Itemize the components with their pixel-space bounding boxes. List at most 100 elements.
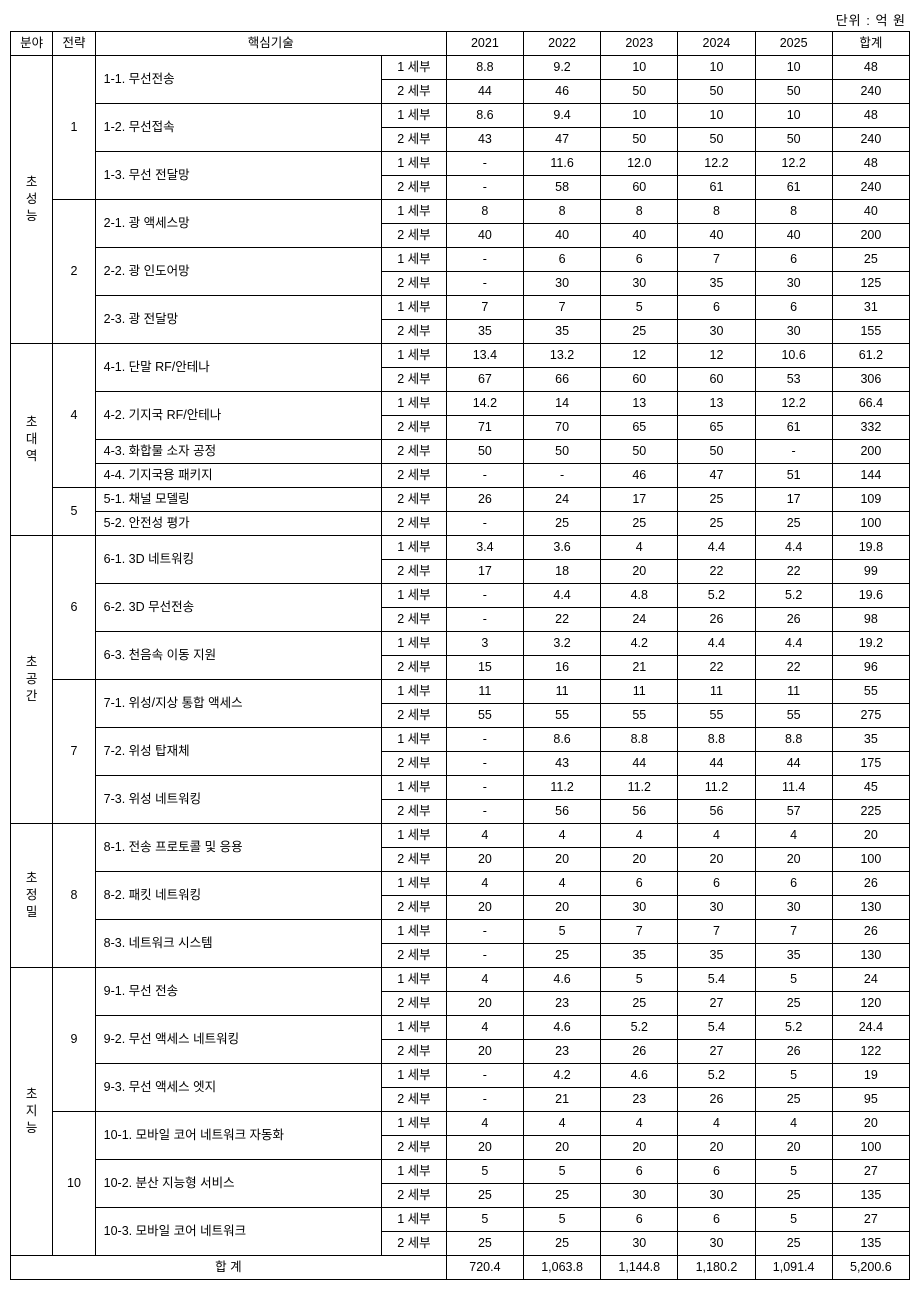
value-cell: 10	[601, 56, 678, 80]
value-cell: 5	[523, 1160, 600, 1184]
value-cell: 135	[832, 1232, 909, 1256]
value-cell: 17	[601, 488, 678, 512]
value-cell: 4	[523, 824, 600, 848]
value-cell: 55	[678, 704, 755, 728]
value-cell: 43	[446, 128, 523, 152]
value-cell: 95	[832, 1088, 909, 1112]
tech-name-cell: 2-2. 광 인도어망	[95, 248, 381, 296]
table-row: 10-2. 분산 지능형 서비스1 세부5566527	[11, 1160, 910, 1184]
value-cell: 4.6	[601, 1064, 678, 1088]
header-2024: 2024	[678, 32, 755, 56]
tech-name-cell: 2-3. 광 전달망	[95, 296, 381, 344]
value-cell: 20	[523, 1136, 600, 1160]
value-cell: 4.4	[678, 632, 755, 656]
header-field: 분야	[11, 32, 53, 56]
value-cell: 11	[678, 680, 755, 704]
strategy-cell: 7	[53, 680, 95, 824]
value-cell: 18	[523, 560, 600, 584]
value-cell: 306	[832, 368, 909, 392]
value-cell: 4	[523, 872, 600, 896]
value-cell: 5	[755, 1208, 832, 1232]
value-cell: -	[446, 152, 523, 176]
value-cell: -	[446, 248, 523, 272]
total-value: 5,200.6	[832, 1256, 909, 1280]
value-cell: 100	[832, 848, 909, 872]
value-cell: 50	[678, 80, 755, 104]
value-cell: 35	[601, 944, 678, 968]
value-cell: 20	[678, 848, 755, 872]
value-cell: 57	[755, 800, 832, 824]
value-cell: 56	[678, 800, 755, 824]
value-cell: 6	[755, 296, 832, 320]
value-cell: 25	[755, 992, 832, 1016]
value-cell: 30	[601, 896, 678, 920]
value-cell: 24	[832, 968, 909, 992]
value-cell: 30	[523, 272, 600, 296]
sub-label: 2 세부	[382, 488, 447, 512]
sub-label: 2 세부	[382, 1088, 447, 1112]
value-cell: 56	[523, 800, 600, 824]
value-cell: 240	[832, 128, 909, 152]
value-cell: 25	[601, 992, 678, 1016]
value-cell: 25	[678, 512, 755, 536]
sub-label: 1 세부	[382, 1160, 447, 1184]
value-cell: 47	[678, 464, 755, 488]
value-cell: -	[446, 944, 523, 968]
value-cell: 11.6	[523, 152, 600, 176]
tech-name-cell: 1-2. 무선접속	[95, 104, 381, 152]
sub-label: 2 세부	[382, 656, 447, 680]
total-value: 1,180.2	[678, 1256, 755, 1280]
value-cell: 20	[601, 848, 678, 872]
value-cell: 8.8	[678, 728, 755, 752]
value-cell: 5.2	[755, 1016, 832, 1040]
value-cell: 20	[446, 1136, 523, 1160]
value-cell: 4.4	[755, 632, 832, 656]
value-cell: 30	[755, 272, 832, 296]
table-row: 22-1. 광 액세스망1 세부8888840	[11, 200, 910, 224]
tech-name-cell: 4-3. 화합물 소자 공정	[95, 440, 381, 464]
value-cell: 10	[755, 104, 832, 128]
value-cell: 144	[832, 464, 909, 488]
value-cell: -	[446, 272, 523, 296]
value-cell: 8	[755, 200, 832, 224]
sub-label: 2 세부	[382, 272, 447, 296]
value-cell: 40	[832, 200, 909, 224]
unit-label: 단위 : 억 원	[10, 10, 910, 29]
value-cell: 6	[678, 1160, 755, 1184]
value-cell: 11	[601, 680, 678, 704]
tech-name-cell: 9-1. 무선 전송	[95, 968, 381, 1016]
value-cell: 20	[446, 848, 523, 872]
header-row: 분야 전략 핵심기술 2021 2022 2023 2024 2025 합계	[11, 32, 910, 56]
value-cell: 55	[446, 704, 523, 728]
value-cell: -	[446, 1064, 523, 1088]
sub-label: 2 세부	[382, 560, 447, 584]
field-cell: 초 지 능	[11, 968, 53, 1256]
value-cell: 240	[832, 176, 909, 200]
value-cell: 30	[601, 1184, 678, 1208]
value-cell: 200	[832, 440, 909, 464]
value-cell: 48	[832, 152, 909, 176]
value-cell: 20	[446, 1040, 523, 1064]
value-cell: 50	[755, 80, 832, 104]
tech-name-cell: 6-1. 3D 네트워킹	[95, 536, 381, 584]
table-row: 1010-1. 모바일 코어 네트워크 자동화1 세부4444420	[11, 1112, 910, 1136]
sub-label: 1 세부	[382, 1112, 447, 1136]
sub-label: 1 세부	[382, 632, 447, 656]
value-cell: 46	[601, 464, 678, 488]
value-cell: 7	[601, 920, 678, 944]
value-cell: 5	[601, 296, 678, 320]
value-cell: 6	[678, 872, 755, 896]
sub-label: 1 세부	[382, 872, 447, 896]
header-2023: 2023	[601, 32, 678, 56]
value-cell: 13.4	[446, 344, 523, 368]
total-value: 1,144.8	[601, 1256, 678, 1280]
value-cell: 60	[601, 176, 678, 200]
tech-name-cell: 8-2. 패킷 네트워킹	[95, 872, 381, 920]
value-cell: 16	[523, 656, 600, 680]
value-cell: 43	[523, 752, 600, 776]
value-cell: 50	[678, 440, 755, 464]
value-cell: 7	[678, 248, 755, 272]
value-cell: 40	[755, 224, 832, 248]
value-cell: 50	[523, 440, 600, 464]
table-row: 2-3. 광 전달망1 세부7756631	[11, 296, 910, 320]
